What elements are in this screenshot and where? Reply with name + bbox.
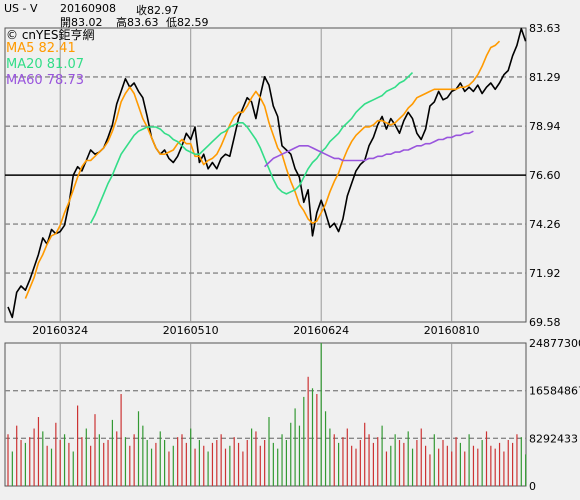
- volume-panel-frame: [4, 342, 527, 487]
- ma60-line: [264, 130, 474, 168]
- ma20-line: [89, 72, 414, 224]
- y-tick-label: 71.92: [529, 267, 561, 280]
- ma60-legend: MA60 78.73: [6, 73, 84, 88]
- volume-y-tick-label: 16584867: [529, 385, 580, 398]
- ma5-legend: MA5 82.41: [6, 41, 76, 56]
- open-price-label: 開83.02: [60, 16, 103, 29]
- volume-y-tick-label: 24877300: [529, 337, 580, 350]
- high-price-label: 高83.63: [116, 16, 159, 29]
- price-line: [7, 27, 527, 319]
- y-tick-label: 76.60: [529, 169, 561, 182]
- y-tick-label: 81.29: [529, 71, 561, 84]
- low-price-label: 低82.59: [166, 16, 209, 29]
- x-tick-label: 20160810: [424, 324, 480, 337]
- volume-y-tick-label: 0: [529, 480, 536, 493]
- date-label: 20160908: [60, 2, 116, 15]
- volume-y-tick-label: 8292433: [529, 432, 578, 445]
- y-tick-label: 83.63: [529, 22, 561, 35]
- close-price-label: 收82.97: [136, 4, 179, 17]
- ma20-legend: MA20 81.07: [6, 57, 84, 72]
- x-tick-label: 20160324: [32, 324, 88, 337]
- x-tick-label: 20160624: [293, 324, 349, 337]
- x-tick-label: 20160510: [163, 324, 219, 337]
- source-logo-text: © cnYES鉅亨網: [6, 28, 95, 42]
- y-tick-label: 78.94: [529, 120, 561, 133]
- symbol-label: US - V: [4, 2, 38, 15]
- y-tick-label: 74.26: [529, 218, 561, 231]
- ma5-line: [24, 40, 501, 299]
- y-tick-label: 69.58: [529, 316, 561, 329]
